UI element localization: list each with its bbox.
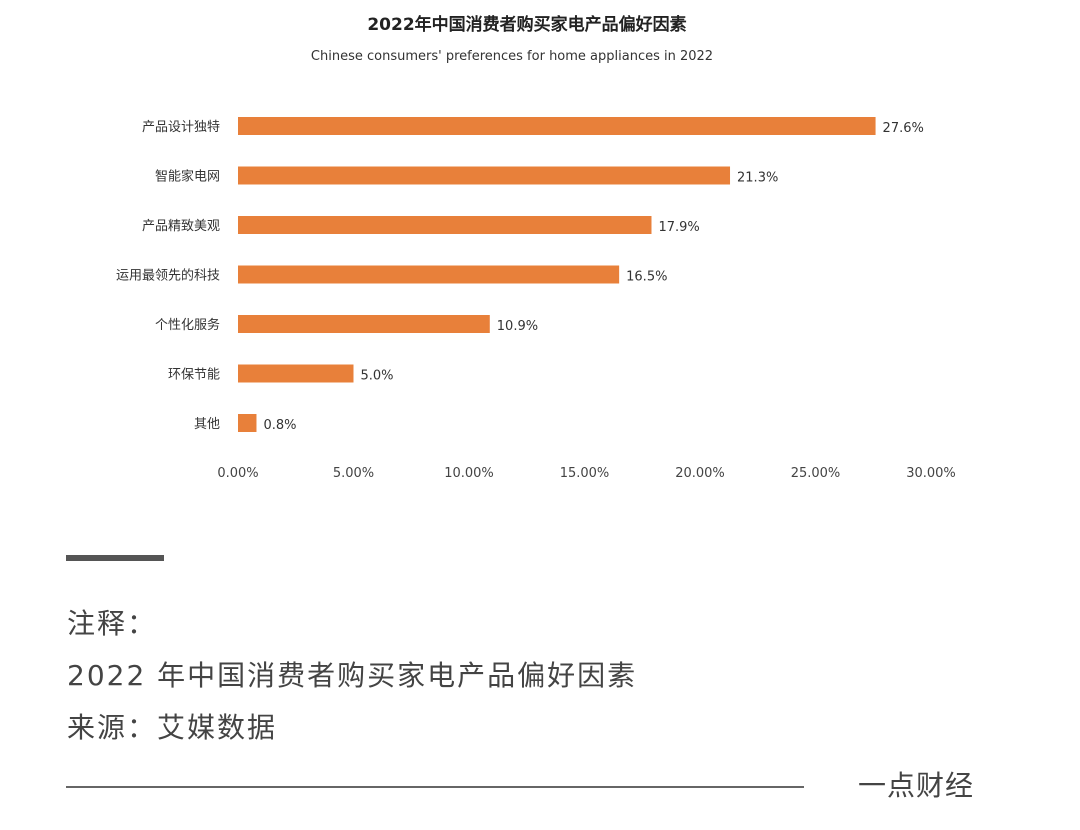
x-tick-label: 20.00% xyxy=(675,466,725,481)
note-label: 注释： xyxy=(67,607,158,640)
category-label: 环保节能 xyxy=(168,368,220,383)
brand-name: 一点财经 xyxy=(858,769,975,802)
bar xyxy=(238,166,731,185)
category-label: 产品精致美观 xyxy=(142,219,220,234)
category-label: 产品设计独特 xyxy=(142,120,220,135)
value-label: 17.9% xyxy=(658,220,699,235)
bar xyxy=(238,364,354,383)
chart-subtitle: Chinese consumers' preferences for home … xyxy=(311,49,713,64)
footer-rule xyxy=(66,786,804,788)
bar xyxy=(238,117,876,135)
decorative-divider xyxy=(66,555,164,561)
x-tick-label: 15.00% xyxy=(560,466,610,481)
x-tick-label: 10.00% xyxy=(444,466,494,481)
value-label: 27.6% xyxy=(883,121,924,136)
x-tick-label: 25.00% xyxy=(791,466,841,481)
x-tick-label: 5.00% xyxy=(333,466,374,481)
chart-title: 2022年中国消费者购买家电产品偏好因素 xyxy=(367,14,686,35)
bar-chart: 2022年中国消费者购买家电产品偏好因素 Chinese consumers' … xyxy=(116,14,956,481)
bar xyxy=(238,216,652,234)
x-tick-label: 0.00% xyxy=(217,466,258,481)
category-label: 智能家电网 xyxy=(155,169,220,185)
value-label: 5.0% xyxy=(361,369,394,384)
value-label: 16.5% xyxy=(626,270,667,285)
bar xyxy=(238,414,257,432)
category-label: 个性化服务 xyxy=(155,317,220,333)
x-tick-label: 30.00% xyxy=(906,466,956,481)
category-label: 其他 xyxy=(194,417,220,432)
value-label: 0.8% xyxy=(263,418,296,433)
bar xyxy=(238,315,490,333)
note-description: 2022 年中国消费者购买家电产品偏好因素 xyxy=(67,659,638,692)
category-label: 运用最领先的科技 xyxy=(116,268,220,284)
bar xyxy=(238,265,620,284)
note-source: 来源：艾媒数据 xyxy=(67,711,278,744)
value-label: 10.9% xyxy=(497,319,538,334)
value-label: 21.3% xyxy=(737,171,778,186)
